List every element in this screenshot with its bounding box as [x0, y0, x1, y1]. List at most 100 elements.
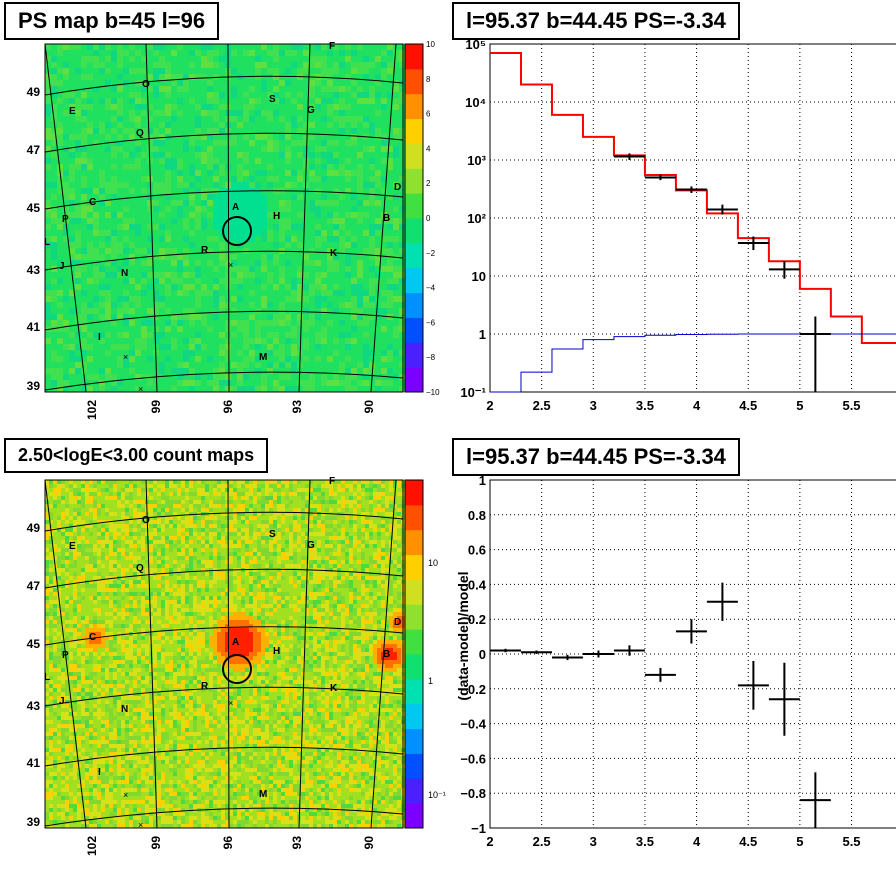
- map-cell: [219, 134, 225, 140]
- map-cell: [161, 508, 165, 512]
- map-cell: [133, 508, 137, 512]
- map-cell: [387, 218, 393, 224]
- map-cell: [255, 272, 261, 278]
- map-cell: [357, 380, 363, 386]
- map-cell: [345, 386, 351, 392]
- map-cell: [267, 128, 273, 134]
- map-cell: [357, 86, 363, 92]
- map-cell: [237, 302, 243, 308]
- map-cell: [249, 320, 255, 326]
- map-cell: [147, 146, 153, 152]
- map-cell: [285, 212, 291, 218]
- map-cell: [129, 296, 135, 302]
- map-cell: [87, 272, 93, 278]
- map-cell: [339, 350, 345, 356]
- map-cell: [273, 170, 279, 176]
- map-cell: [63, 374, 69, 380]
- map-cell: [397, 532, 401, 536]
- map-cell: [351, 254, 357, 260]
- map-cell: [349, 480, 353, 484]
- map-cell: [255, 194, 261, 200]
- map-cell: [363, 212, 369, 218]
- map-cell: [57, 200, 63, 206]
- map-cell: [321, 350, 327, 356]
- map-cell: [99, 230, 105, 236]
- map-cell: [291, 362, 297, 368]
- map-cell: [303, 362, 309, 368]
- map-cell: [375, 80, 381, 86]
- map-cell: [49, 520, 53, 524]
- map-cell: [349, 536, 353, 540]
- map-cell: [209, 536, 213, 540]
- map-cell: [315, 356, 321, 362]
- map-cell: [117, 362, 123, 368]
- map-cell: [249, 242, 255, 248]
- map-cell: [141, 536, 145, 540]
- map-cell: [261, 344, 267, 350]
- map-cell: [333, 374, 339, 380]
- map-cell: [177, 182, 183, 188]
- map-cell: [399, 176, 405, 182]
- map-cell: [169, 512, 173, 516]
- map-cell: [195, 194, 201, 200]
- map-cell: [353, 516, 357, 520]
- map-cell: [89, 512, 93, 516]
- map-cell: [129, 128, 135, 134]
- map-cell: [231, 62, 237, 68]
- map-cell: [117, 368, 123, 374]
- map-cell: [197, 528, 201, 532]
- map-cell: [381, 332, 387, 338]
- map-cell: [189, 528, 193, 532]
- map-cell: [57, 134, 63, 140]
- map-cell: [297, 266, 303, 272]
- map-cell: [327, 290, 333, 296]
- map-cell: [261, 260, 267, 266]
- map-cell: [357, 480, 361, 484]
- map-cell: [45, 194, 51, 200]
- map-cell: [159, 80, 165, 86]
- map-cell: [183, 182, 189, 188]
- map-cell: [387, 362, 393, 368]
- map-cell: [345, 362, 351, 368]
- map-cell: [57, 80, 63, 86]
- map-cell: [315, 266, 321, 272]
- map-cell: [157, 516, 161, 520]
- map-cell: [393, 128, 399, 134]
- map-cell: [315, 98, 321, 104]
- map-cell: [225, 386, 231, 392]
- map-cell: [375, 170, 381, 176]
- map-cell: [253, 500, 257, 504]
- map-cell: [315, 134, 321, 140]
- map-cell: [279, 68, 285, 74]
- map-cell: [207, 230, 213, 236]
- map-cell: [225, 496, 229, 500]
- map-cell: [313, 484, 317, 488]
- map-cell: [375, 152, 381, 158]
- map-cell: [389, 484, 393, 488]
- map-cell: [279, 44, 285, 50]
- map-cell: [195, 206, 201, 212]
- map-cell: [63, 296, 69, 302]
- map-cell: [333, 176, 339, 182]
- map-cell: [63, 284, 69, 290]
- map-cell: [381, 200, 387, 206]
- map-cell: [49, 484, 53, 488]
- map-cell: [387, 50, 393, 56]
- map-cell: [363, 188, 369, 194]
- colorbar-frame: [404, 43, 424, 393]
- map-cell: [229, 508, 233, 512]
- map-cell: [147, 212, 153, 218]
- map-cell: [177, 242, 183, 248]
- map-cell: [315, 122, 321, 128]
- map-cell: [65, 536, 69, 540]
- map-cell: [57, 56, 63, 62]
- map-cell: [75, 386, 81, 392]
- map-cell: [149, 520, 153, 524]
- map-cell: [375, 242, 381, 248]
- map-cell: [351, 326, 357, 332]
- map-cell: [213, 344, 219, 350]
- map-cell: [165, 158, 171, 164]
- map-cell: [249, 140, 255, 146]
- map-cell: [285, 182, 291, 188]
- map-cell: [51, 152, 57, 158]
